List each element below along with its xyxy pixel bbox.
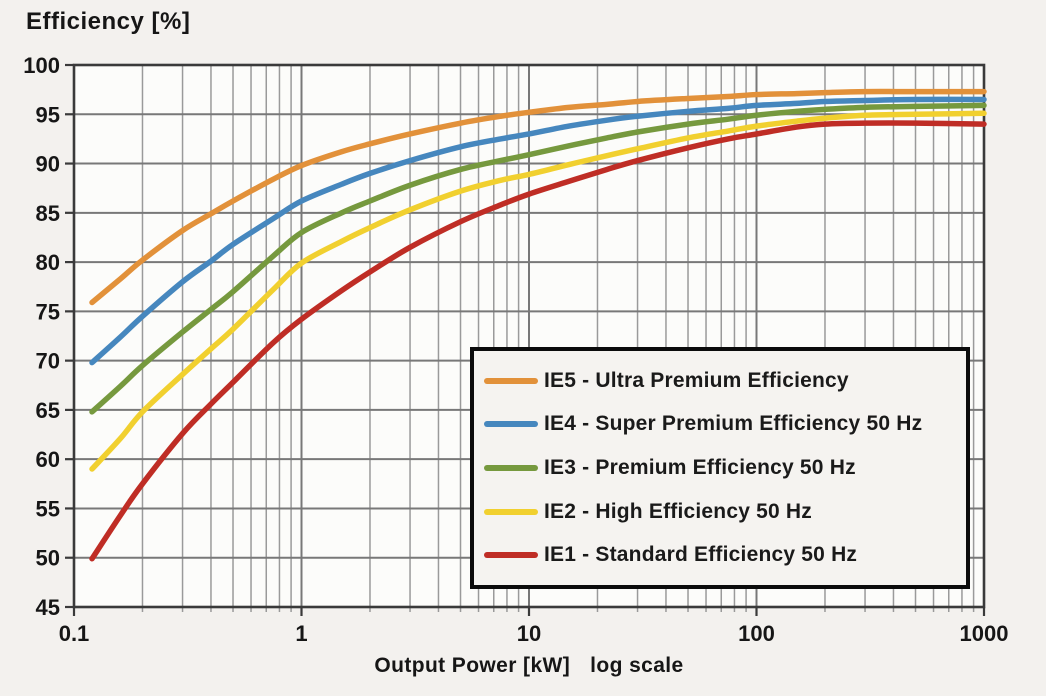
- series-line-ie4: [89, 96, 987, 366]
- x-tick-label: 0.1: [59, 621, 90, 646]
- y-tick-label: 70: [36, 349, 60, 374]
- y-tick-label: 55: [36, 496, 60, 521]
- legend-label-ie4: IE4 - Super Premium Efficiency 50 Hz: [544, 412, 923, 436]
- plot-border: [72, 63, 986, 609]
- legend-swatch-ie5: [484, 377, 538, 384]
- x-axis-label-text: Output Power [kW]: [374, 654, 571, 677]
- legend-item-ie2: IE2 - High Efficiency 50 Hz: [484, 500, 966, 524]
- y-tick-label: 85: [36, 201, 60, 226]
- series-curves: [89, 88, 987, 562]
- y-tick-label: 50: [36, 546, 60, 571]
- y-tick-label: 75: [36, 299, 60, 324]
- x-tick-label: 100: [738, 621, 775, 646]
- chart-title: Efficiency [%]: [26, 8, 191, 35]
- legend-swatch-ie4: [484, 421, 538, 428]
- legend-label-ie1: IE1 - Standard Efficiency 50 Hz: [544, 543, 858, 567]
- legend-swatch-ie2: [484, 508, 538, 515]
- y-tick-label: 80: [36, 250, 60, 275]
- y-tick-label: 100: [23, 53, 60, 78]
- series-line-ie1: [89, 120, 987, 562]
- series-line-ie2: [89, 110, 987, 472]
- series-line-ie5: [89, 88, 987, 306]
- y-tick-label: 65: [36, 398, 60, 423]
- x-axis-label: Output Power [kW] log scale: [74, 654, 984, 678]
- y-tick-label: 45: [36, 595, 60, 620]
- legend-label-ie2: IE2 - High Efficiency 50 Hz: [544, 499, 812, 523]
- legend-label-ie5: IE5 - Ultra Premium Efficiency: [544, 368, 849, 392]
- y-tick-label: 95: [36, 102, 60, 127]
- tick-labels: 100 95 90 85 80 75 70 65 60 55 50 450.1 1 10 100 1000: [23, 53, 1008, 646]
- legend-item-ie5: IE5 - Ultra Premium Efficiency: [484, 369, 966, 393]
- x-tick-label: 1000: [960, 621, 1009, 646]
- legend: IE5 - Ultra Premium Efficiency IE4 - Supe…: [470, 347, 970, 589]
- legend-item-ie3: IE3 - Premium Efficiency 50 Hz: [484, 456, 966, 480]
- x-tick-label: 10: [517, 621, 541, 646]
- y-tick-label: 60: [36, 447, 60, 472]
- legend-label-ie3: IE3 - Premium Efficiency 50 Hz: [544, 455, 856, 479]
- legend-item-ie1: IE1 - Standard Efficiency 50 Hz: [484, 543, 966, 567]
- x-tick-label: 1: [295, 621, 307, 646]
- legend-swatch-ie3: [484, 464, 538, 471]
- legend-item-ie4: IE4 - Super Premium Efficiency 50 Hz: [484, 412, 966, 436]
- y-tick-label: 90: [36, 152, 60, 177]
- legend-swatch-ie1: [484, 552, 538, 559]
- series-line-ie3: [89, 102, 987, 415]
- x-axis-label-suffix: log scale: [590, 654, 684, 677]
